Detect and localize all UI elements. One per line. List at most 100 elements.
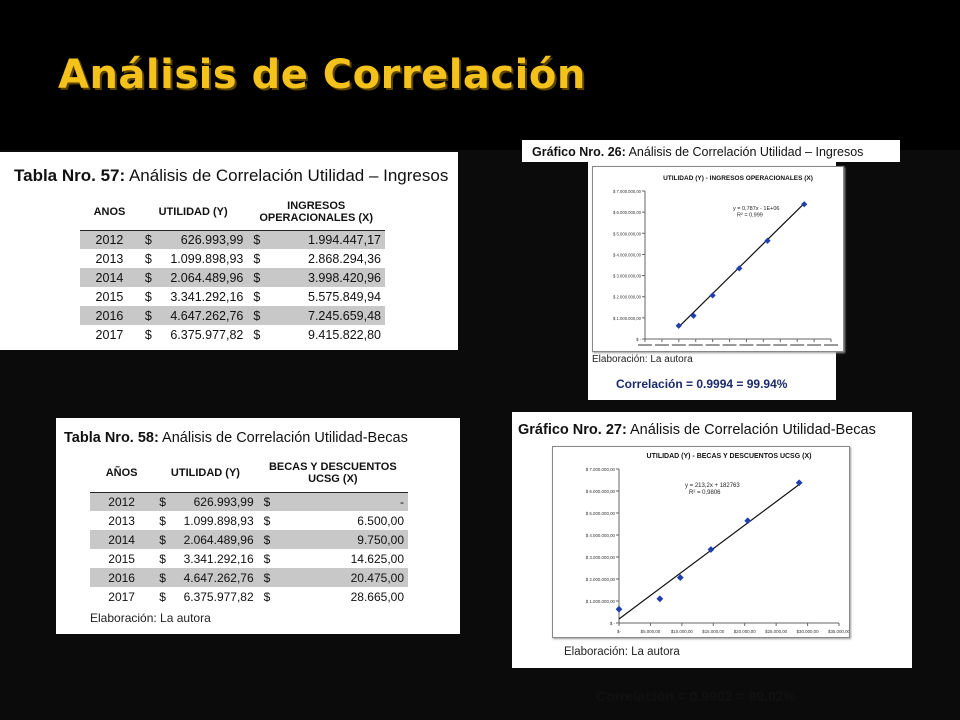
tabla-58-cell-valor: 9.750,00 xyxy=(316,530,408,549)
y-tick-label: $ 6.000.000,00 xyxy=(613,210,642,215)
tabla-58-cell-currency: $ xyxy=(159,589,166,604)
y-tick-label: $ 6.000.000,00 xyxy=(586,489,616,494)
grafico-27-svg: UTILIDAD (Y) - BECAS Y DESCUENTOS UCSG (… xyxy=(586,453,851,634)
tabla-57-cell-utilidad: 626.993,99 xyxy=(155,230,248,249)
tabla-57-cell-year: 2017 xyxy=(95,327,124,342)
tabla-57-cell-currency: $ xyxy=(138,306,156,325)
tabla-58-cell-valor: 28.665,00 xyxy=(350,589,404,604)
tabla-58-cell-year: 2014 xyxy=(90,530,154,549)
tabla-57-cell-year: 2015 xyxy=(95,289,124,304)
tabla-58-cell-year: 2016 xyxy=(90,568,154,587)
tabla-57-row: 2016 $4.647.262,76 $7.245.659,48 xyxy=(80,306,385,325)
tabla-58-cell-currency: $ xyxy=(153,568,170,587)
y-tick-label: $ 2.000.000,00 xyxy=(613,295,642,300)
trendline-r2: R² = 0,9806 xyxy=(689,490,721,496)
tabla-57-cell-valor: 3.998.420,96 xyxy=(265,268,385,287)
tabla-57-caption: Tabla Nro. 57: Análisis de Correlación U… xyxy=(14,166,448,186)
x-tick-label-mark xyxy=(739,344,754,346)
tabla-58-caption: Tabla Nro. 58: Análisis de Correlación U… xyxy=(64,430,408,446)
tabla-57-cell-valor: 2.868.294,36 xyxy=(308,251,381,266)
data-point xyxy=(690,312,697,319)
y-tick-label: $ 4.000.000,00 xyxy=(586,533,616,538)
tabla-57-cell-year: 2016 xyxy=(80,306,139,325)
x-tick-label: $20.000,00 xyxy=(734,629,757,634)
tabla-57-cell-currency: $ xyxy=(247,230,266,249)
y-tick-label: $ 3.000.000,00 xyxy=(586,555,616,560)
tabla-58-cell-currency: $ xyxy=(257,568,317,587)
y-tick-label: $ 5.000.000,00 xyxy=(613,231,642,236)
tabla-57-row: 2017 $6.375.977,82 $9.415.822,80 xyxy=(80,325,385,344)
x-tick-label-mark xyxy=(790,344,805,346)
grafico-27-caption-prefix: Gráfico Nro. 27: xyxy=(518,422,627,438)
tabla-58-cell-year: 2015 xyxy=(108,551,135,566)
grafico-26-panel: Gráfico Nro. 26: Análisis de Correlación… xyxy=(522,140,900,400)
data-point xyxy=(656,595,664,603)
tabla-57-row: 2015 $3.341.292,16 $5.575.849,94 xyxy=(80,287,385,306)
grafico-27-caption: Gráfico Nro. 27: Análisis de Correlación… xyxy=(518,422,876,438)
tabla-58: AÑOS UTILIDAD (Y) BECAS Y DESCUENTOS UCS… xyxy=(90,454,408,606)
y-tick-label: $ 7.000.000,00 xyxy=(613,189,642,194)
x-tick-label: $35.000,00 xyxy=(828,629,849,634)
x-tick-label-mark xyxy=(824,344,838,346)
tabla-58-cell-utilidad: 4.647.262,76 xyxy=(169,568,258,587)
tabla-58-panel: Tabla Nro. 58: Análisis de Correlación U… xyxy=(56,418,460,634)
tabla-57-header-utilidad: UTILIDAD (Y) xyxy=(158,205,228,218)
tabla-58-body: 2012 $626.993,99 $ -2013 $1.099.898,93 $6.500… xyxy=(90,492,408,606)
y-tick-label: $ 7.000.000,00 xyxy=(586,467,616,472)
tabla-57-cell-valor: 5.575.849,94 xyxy=(308,289,381,304)
grafico-26-caption-prefix: Gráfico Nro. 26: xyxy=(532,145,626,159)
x-tick-label: $5.000,00 xyxy=(641,629,661,634)
y-tick-label: $ 1.000.000,00 xyxy=(586,599,616,604)
tabla-58-cell-currency: $ xyxy=(159,513,166,528)
tabla-58-cell-utilidad: 2.064.489,96 xyxy=(169,530,258,549)
x-tick-label: $30.000,00 xyxy=(797,629,820,634)
tabla-57-caption-prefix: Tabla Nro. 57: xyxy=(14,166,126,185)
trendline xyxy=(618,484,800,620)
x-tick-label-mark xyxy=(705,344,720,346)
data-point xyxy=(675,322,682,329)
x-tick-label: $25.000,00 xyxy=(765,629,788,634)
tabla-57-cell-year: 2012 xyxy=(80,230,139,249)
tabla-58-cell-currency: $ xyxy=(263,589,271,604)
tabla-58-row: 2016 $4.647.262,76 $20.475,00 xyxy=(90,568,408,587)
tabla-57-cell-currency: $ xyxy=(144,327,152,342)
tabla-57-cell-currency: $ xyxy=(247,268,266,287)
tabla-58-cell-utilidad: 6.375.977,82 xyxy=(183,589,254,604)
tabla-57-cell-currency: $ xyxy=(247,306,266,325)
y-tick-label: $ 4.000.000,00 xyxy=(613,252,642,257)
tabla-58-cell-utilidad: 1.099.898,93 xyxy=(183,513,254,528)
data-point xyxy=(744,517,752,525)
tabla-58-cell-year: 2013 xyxy=(108,513,135,528)
data-point xyxy=(709,292,716,299)
tabla-58-cell-currency: $ xyxy=(153,492,170,511)
tabla-58-row: 2012 $626.993,99 $ - xyxy=(90,492,408,511)
grafico-26-correlation: Correlación = 0.9994 = 99.94% xyxy=(616,377,788,391)
tabla-58-cell-currency: $ xyxy=(257,530,317,549)
grafico-27-chart: UTILIDAD (Y) - BECAS Y DESCUENTOS UCSG (… xyxy=(552,446,851,638)
grafico-27-panel: Gráfico Nro. 27: Análisis de Correlación… xyxy=(512,412,912,668)
tabla-58-cell-year: 2012 xyxy=(90,492,154,511)
tabla-57-cell-utilidad: 1.099.898,93 xyxy=(170,251,244,266)
grafico-26-caption-text: Análisis de Correlación Utilidad – Ingre… xyxy=(628,145,864,159)
tabla-57-body: 2012 $626.993,99 $1.994.447,17 2013 $1.099.8… xyxy=(80,230,385,344)
tabla-57-cell-currency: $ xyxy=(144,289,152,304)
chart-title: UTILIDAD (Y) - BECAS Y DESCUENTOS UCSG (… xyxy=(647,453,812,460)
data-point xyxy=(615,605,623,613)
tabla-58-cell-currency: $ xyxy=(257,492,317,511)
x-tick-label-mark xyxy=(688,344,703,346)
grafico-26-source: Elaboración: La autora xyxy=(592,354,693,365)
y-tick-label: $ - xyxy=(610,621,616,626)
tabla-57-cell-year: 2013 xyxy=(95,251,124,266)
chart-title: UTILIDAD (Y) - INGRESOS OPERACIONALES (X… xyxy=(663,175,813,182)
grafico-27-caption-text: Análisis de Correlación Utilidad-Becas xyxy=(630,422,876,438)
x-tick-label-mark xyxy=(756,344,771,346)
x-tick-label-mark xyxy=(773,344,788,346)
tabla-58-cell-valor: 6.500,00 xyxy=(357,513,404,528)
y-tick-label: $ 2.000.000,00 xyxy=(586,577,616,582)
tabla-58-header-anos: AÑOS xyxy=(105,466,138,479)
tabla-58-cell-utilidad: 3.341.292,16 xyxy=(183,551,254,566)
grafico-26-caption: Gráfico Nro. 26: Análisis de Correlación… xyxy=(532,145,863,159)
tabla-58-row: 2017 $6.375.977,82 $28.665,00 xyxy=(90,587,408,606)
tabla-58-header-utilidad: UTILIDAD (Y) xyxy=(170,466,240,479)
